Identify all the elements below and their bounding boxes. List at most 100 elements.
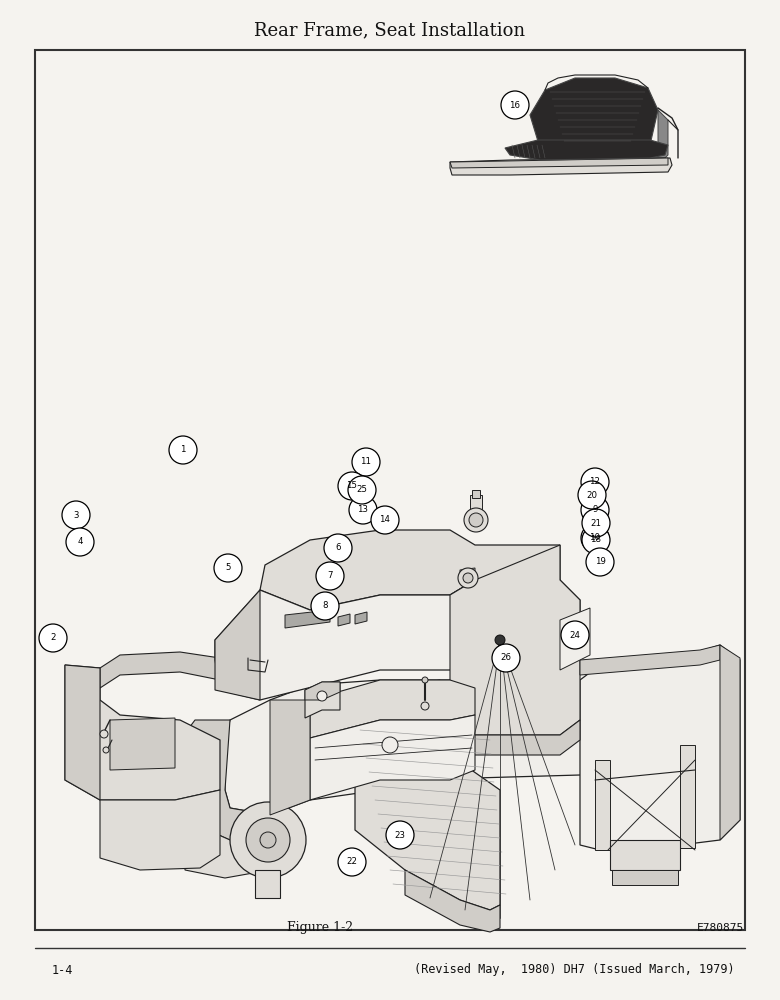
Polygon shape bbox=[450, 720, 580, 755]
Polygon shape bbox=[720, 645, 740, 840]
Circle shape bbox=[39, 624, 67, 652]
Polygon shape bbox=[255, 870, 280, 898]
Polygon shape bbox=[355, 715, 500, 910]
Circle shape bbox=[495, 635, 505, 645]
Circle shape bbox=[317, 691, 327, 701]
Circle shape bbox=[316, 562, 344, 590]
Text: 13: 13 bbox=[357, 506, 368, 514]
Polygon shape bbox=[65, 665, 220, 800]
Circle shape bbox=[463, 573, 473, 583]
Text: 11: 11 bbox=[360, 458, 371, 466]
Polygon shape bbox=[580, 645, 740, 850]
Polygon shape bbox=[330, 680, 440, 715]
Polygon shape bbox=[310, 715, 475, 800]
Text: 3: 3 bbox=[73, 510, 79, 520]
Text: 15: 15 bbox=[346, 482, 357, 490]
Circle shape bbox=[230, 802, 306, 878]
Polygon shape bbox=[305, 682, 340, 700]
Circle shape bbox=[62, 501, 90, 529]
Circle shape bbox=[458, 568, 478, 588]
Text: (Revised May,  1980) DH7 (Issued March, 1979): (Revised May, 1980) DH7 (Issued March, 1… bbox=[414, 964, 735, 976]
Text: 5: 5 bbox=[225, 564, 231, 572]
Circle shape bbox=[581, 524, 609, 552]
Text: 8: 8 bbox=[322, 601, 328, 610]
Polygon shape bbox=[472, 490, 480, 498]
Circle shape bbox=[561, 621, 589, 649]
Text: 14: 14 bbox=[380, 516, 391, 524]
Text: 24: 24 bbox=[569, 631, 580, 640]
Polygon shape bbox=[680, 745, 695, 848]
Polygon shape bbox=[65, 665, 100, 800]
Text: 6: 6 bbox=[335, 544, 341, 552]
Circle shape bbox=[371, 506, 399, 534]
Circle shape bbox=[348, 476, 376, 504]
Circle shape bbox=[66, 528, 94, 556]
Polygon shape bbox=[450, 158, 672, 175]
Text: 18: 18 bbox=[590, 536, 601, 544]
Text: Rear Frame, Seat Installation: Rear Frame, Seat Installation bbox=[254, 21, 526, 39]
Circle shape bbox=[386, 821, 414, 849]
Text: E780875: E780875 bbox=[697, 923, 743, 933]
Text: 21: 21 bbox=[590, 518, 601, 528]
Text: Figure 1-2: Figure 1-2 bbox=[287, 922, 353, 934]
Polygon shape bbox=[215, 590, 260, 700]
Polygon shape bbox=[215, 580, 580, 700]
Circle shape bbox=[586, 548, 614, 576]
Text: 2: 2 bbox=[50, 634, 55, 643]
Polygon shape bbox=[185, 820, 270, 878]
Text: 9: 9 bbox=[592, 506, 597, 514]
Bar bbox=[35, 50, 745, 930]
Polygon shape bbox=[305, 682, 340, 718]
Polygon shape bbox=[460, 568, 475, 580]
Circle shape bbox=[492, 644, 520, 672]
Text: 12: 12 bbox=[590, 478, 601, 487]
Polygon shape bbox=[180, 720, 270, 850]
Polygon shape bbox=[560, 608, 590, 670]
Polygon shape bbox=[595, 760, 610, 850]
Circle shape bbox=[349, 496, 377, 524]
Polygon shape bbox=[612, 870, 678, 885]
Circle shape bbox=[324, 534, 352, 562]
Circle shape bbox=[352, 448, 380, 476]
Polygon shape bbox=[285, 610, 330, 628]
Circle shape bbox=[382, 737, 398, 753]
Polygon shape bbox=[310, 680, 475, 738]
Circle shape bbox=[422, 677, 428, 683]
Circle shape bbox=[100, 730, 108, 738]
Polygon shape bbox=[505, 140, 668, 160]
Text: 1-4: 1-4 bbox=[52, 964, 73, 976]
Polygon shape bbox=[580, 645, 720, 675]
Circle shape bbox=[469, 513, 483, 527]
Circle shape bbox=[581, 496, 609, 524]
Circle shape bbox=[260, 832, 276, 848]
Polygon shape bbox=[270, 700, 310, 815]
Circle shape bbox=[338, 472, 366, 500]
Circle shape bbox=[501, 91, 529, 119]
Polygon shape bbox=[110, 718, 175, 770]
Circle shape bbox=[582, 526, 610, 554]
Circle shape bbox=[103, 747, 109, 753]
Circle shape bbox=[582, 509, 610, 537]
Circle shape bbox=[338, 848, 366, 876]
Text: 22: 22 bbox=[346, 857, 357, 866]
Polygon shape bbox=[610, 840, 680, 870]
Circle shape bbox=[421, 702, 429, 710]
Circle shape bbox=[581, 468, 609, 496]
Circle shape bbox=[578, 481, 606, 509]
Circle shape bbox=[214, 554, 242, 582]
Circle shape bbox=[464, 508, 488, 532]
Polygon shape bbox=[405, 870, 500, 932]
Text: 19: 19 bbox=[594, 558, 605, 566]
Polygon shape bbox=[355, 612, 367, 624]
Text: 20: 20 bbox=[587, 490, 597, 499]
Circle shape bbox=[311, 592, 339, 620]
Polygon shape bbox=[650, 110, 668, 158]
Text: 23: 23 bbox=[395, 830, 406, 840]
Polygon shape bbox=[338, 614, 350, 626]
Polygon shape bbox=[260, 530, 560, 610]
Text: 7: 7 bbox=[328, 572, 333, 580]
Polygon shape bbox=[470, 495, 482, 525]
Text: 4: 4 bbox=[77, 538, 83, 546]
Polygon shape bbox=[530, 78, 658, 148]
Polygon shape bbox=[450, 158, 668, 168]
